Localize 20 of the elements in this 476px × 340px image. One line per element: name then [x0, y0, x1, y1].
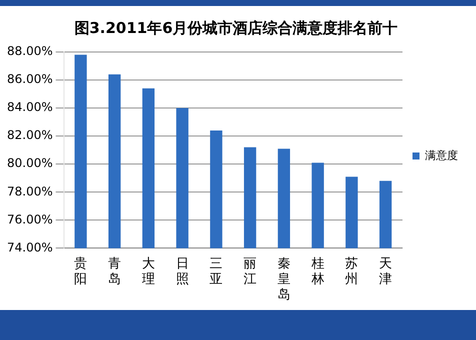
x-tick-label: 苏州 [345, 256, 358, 287]
x-tick-label: 贵阳 [74, 256, 88, 287]
y-tick-label: 84.00% [6, 100, 53, 114]
y-tick-label: 76.00% [6, 212, 53, 226]
x-tick-label: 大理 [142, 256, 155, 287]
y-tick-label: 78.00% [6, 184, 53, 198]
y-tick-label: 88.00% [6, 44, 53, 58]
x-tick-label: 青岛 [108, 256, 122, 287]
y-tick-label: 82.00% [6, 128, 53, 142]
y-tick-label: 74.00% [6, 240, 53, 254]
x-tick-label: 天津 [379, 256, 392, 287]
x-tick-label: 桂林 [310, 256, 324, 287]
x-tick-label: 丽江 [244, 256, 257, 287]
y-tick-label: 80.00% [6, 156, 53, 170]
x-tick-label: 三亚 [210, 256, 223, 287]
y-tick-label: 86.00% [6, 72, 53, 86]
x-tick-label: 日照 [176, 256, 189, 287]
x-tick-label: 秦皇岛 [277, 256, 290, 303]
chart-title: 图3.2011年6月份城市酒店综合满意度排名前十 [74, 18, 398, 37]
legend-label: 满意度 [425, 148, 458, 162]
